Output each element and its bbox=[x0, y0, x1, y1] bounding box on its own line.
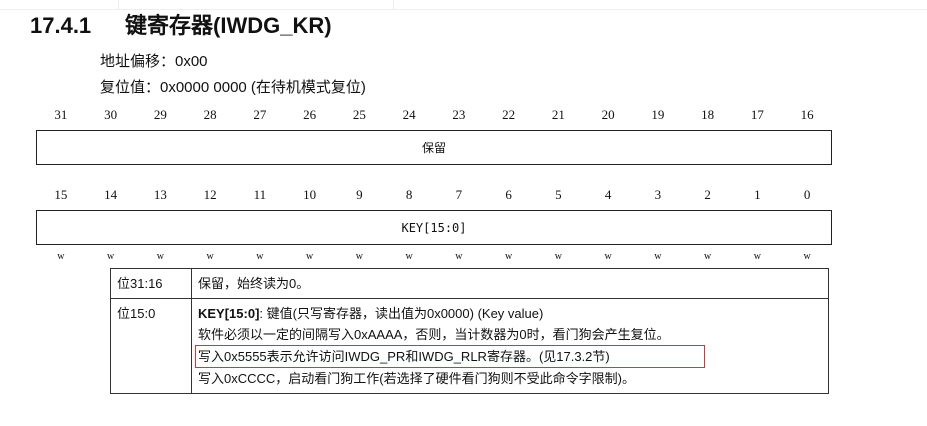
bit-description-table: 位31:16 保留，始终读为0。 位15:0 KEY[15:0]: 键值(只写寄… bbox=[110, 268, 829, 394]
desc-cell: 保留，始终读为0。 bbox=[191, 268, 829, 299]
bits-cell: 位31:16 bbox=[110, 268, 192, 299]
desc-line: 写入0xCCCC，启动看门狗工作(若选择了硬件看门狗则不受此命令字限制)。 bbox=[198, 371, 635, 386]
bit-number: 14 bbox=[104, 187, 118, 202]
bit-number: 29 bbox=[153, 107, 167, 122]
access-type: w bbox=[206, 251, 214, 262]
field-name: KEY[15:0] bbox=[198, 306, 260, 321]
bit-number: 26 bbox=[303, 107, 317, 122]
highlighted-line: 写入0x5555表示允许访问IWDG_PR和IWDG_RLR寄存器。(见17.3… bbox=[195, 345, 705, 368]
table-row: 位31:16 保留，始终读为0。 bbox=[110, 268, 829, 299]
access-type: w bbox=[554, 251, 562, 262]
bit-number: 22 bbox=[502, 107, 516, 122]
access-type: w bbox=[306, 251, 314, 262]
bit-number: 0 bbox=[803, 187, 811, 202]
bit-number: 4 bbox=[604, 187, 612, 202]
bit-number: 24 bbox=[402, 107, 416, 122]
bit-number: 27 bbox=[253, 107, 267, 122]
bit-number: 17 bbox=[750, 107, 764, 122]
access-type: w bbox=[654, 251, 662, 262]
bit-number: 1 bbox=[754, 187, 761, 202]
bit-number: 18 bbox=[701, 107, 715, 122]
access-type: w bbox=[803, 251, 811, 262]
access-type: w bbox=[405, 251, 413, 262]
section-heading: 17.4.1 键寄存器(IWDG_KR) bbox=[30, 13, 332, 38]
address-offset: 地址偏移：0x00 bbox=[100, 53, 208, 70]
bit-numbers-low: 15 14 13 12 11 10 9 8 7 6 5 4 3 2 1 0 bbox=[36, 187, 832, 203]
bit-number: 5 bbox=[555, 187, 562, 202]
access-type: w bbox=[704, 251, 712, 262]
access-type: w bbox=[107, 251, 115, 262]
bit-number: 23 bbox=[452, 107, 466, 122]
page-top-edge bbox=[0, 0, 927, 10]
bit-numbers-high: 31 30 29 28 27 26 25 24 23 22 21 20 19 18 17 16 bbox=[36, 107, 832, 123]
key-field: KEY[15:0] bbox=[36, 210, 832, 245]
bit-number: 10 bbox=[303, 187, 317, 202]
bit-number: 28 bbox=[203, 107, 217, 122]
access-type: w bbox=[256, 251, 264, 262]
bit-number: 8 bbox=[405, 187, 413, 202]
bit-number: 3 bbox=[654, 187, 662, 202]
desc-cell: KEY[15:0]: 键值(只写寄存器，读出值为0x0000) (Key val… bbox=[191, 298, 829, 394]
desc-line: 软件必须以一定的间隔写入0xAAAA，否则，当计数器为0时，看门狗会产生复位。 bbox=[198, 327, 670, 342]
bit-number: 9 bbox=[356, 187, 363, 202]
access-type: w bbox=[505, 251, 513, 262]
reserved-field: 保留 bbox=[36, 130, 832, 165]
bit-number: 7 bbox=[455, 187, 463, 202]
access-type: w bbox=[57, 251, 65, 262]
bit-number: 11 bbox=[253, 187, 267, 202]
bit-number: 12 bbox=[203, 187, 217, 202]
bit-number: 21 bbox=[551, 107, 565, 122]
access-type: w bbox=[753, 251, 761, 262]
bit-number: 15 bbox=[54, 187, 68, 202]
access-type: w bbox=[455, 251, 463, 262]
bit-number: 19 bbox=[651, 107, 665, 122]
bit-number: 13 bbox=[153, 187, 167, 202]
access-type: w bbox=[156, 251, 164, 262]
bit-number: 2 bbox=[704, 187, 711, 202]
bit-number: 6 bbox=[505, 187, 512, 202]
bits-cell: 位15:0 bbox=[110, 298, 192, 394]
reset-value: 复位值：0x0000 0000 (在待机模式复位) bbox=[100, 79, 366, 96]
bit-number: 31 bbox=[54, 107, 68, 122]
bit-number: 20 bbox=[601, 107, 615, 122]
access-type: w bbox=[604, 251, 612, 262]
table-row: 位15:0 KEY[15:0]: 键值(只写寄存器，读出值为0x0000) (K… bbox=[110, 298, 829, 394]
bit-number: 16 bbox=[800, 107, 814, 122]
bit-number: 30 bbox=[104, 107, 118, 122]
access-type: w bbox=[355, 251, 363, 262]
bit-number: 25 bbox=[352, 107, 366, 122]
